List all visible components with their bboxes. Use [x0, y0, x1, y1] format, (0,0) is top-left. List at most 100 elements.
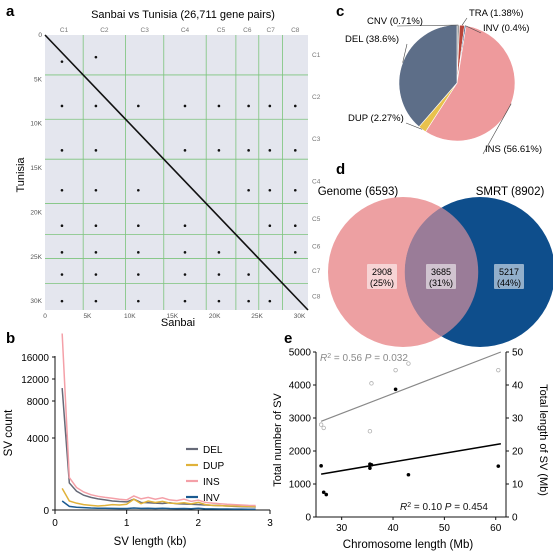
venn-count-box — [494, 264, 524, 289]
y-tick-label: 20K — [30, 209, 42, 216]
pie-label: INV (0.4%) — [483, 23, 529, 34]
data-point — [318, 422, 324, 427]
chromosome-top-label: C8 — [291, 27, 300, 34]
syntenic-dot — [217, 273, 221, 276]
sv-type-pie — [398, 24, 516, 142]
correlation-xlabel: Chromosome length (Mb) — [343, 539, 474, 551]
syntenic-dot — [183, 273, 187, 276]
venn-count-box — [367, 264, 397, 289]
syntenic-dot — [60, 60, 64, 63]
data-point — [393, 387, 398, 392]
data-point — [367, 429, 373, 434]
x-tick-label: 15K — [166, 313, 178, 320]
venn-panel: Genome (6593) SMRT (8902) 2908(25%) 3685(31… — [318, 186, 553, 347]
y-tick-label: 4000 — [27, 434, 50, 445]
sv-length-xlabel: SV length (kb) — [114, 536, 187, 548]
pie-slice — [398, 24, 458, 128]
pie-leader-line — [396, 24, 459, 27]
sv-length-panel: 0 4000 8000 12000 16000 0 1 2 3 DEL DUP INS INV SV … — [3, 333, 273, 548]
y-tick-label: 15K — [30, 165, 42, 172]
y-tick-label-right: 10 — [512, 480, 524, 491]
pie-label: DEL (38.6%) — [345, 34, 399, 45]
syntenic-dot — [94, 224, 98, 228]
data-point — [369, 381, 374, 386]
y-tick-label-left: 4000 — [289, 381, 312, 392]
syntenic-dot — [217, 104, 221, 108]
venn-diagram: Genome (6593) SMRT (8902) 2908(25%) 3685(31… — [318, 186, 553, 347]
syntenic-dot — [137, 188, 140, 192]
pie-leader-line — [402, 43, 408, 63]
sv-length-ylabel: SV count — [3, 409, 15, 456]
syntenic-dot — [217, 251, 221, 254]
data-point — [369, 463, 374, 467]
dotplot-chromosome-grid — [45, 35, 308, 310]
syntenic-dot — [268, 299, 272, 303]
syntenic-dot — [183, 299, 187, 303]
syntenic-dot — [60, 251, 64, 254]
panel-letter-c: c — [336, 3, 344, 20]
correlation-plot: R2 = 0.56 P = 0.032 R2 = 0.10 P = 0.454 — [318, 351, 502, 513]
correlation-ylabel-right: Total length of SV (Mb) — [537, 384, 549, 496]
y-tick-label-right: 40 — [512, 381, 524, 392]
syntenic-dot — [247, 188, 250, 192]
syntenic-dot — [183, 149, 187, 152]
dotplot-chromosome-labels: C1 C1 C2 C2 C3 C3 C4 C4 C5 C5 C6 C6 C7 C7 C8 C8 — [60, 27, 321, 301]
venn-count-box — [426, 264, 456, 289]
syntenic-dot — [293, 251, 297, 254]
syntenic-dot — [268, 104, 272, 108]
y-tick-label-right: 20 — [512, 447, 524, 458]
data-point — [324, 492, 329, 497]
sv-length-axes: 0 4000 8000 12000 16000 0 1 2 3 — [21, 353, 273, 529]
syntenic-dot — [94, 251, 98, 254]
pie-label: DUP (2.27%) — [348, 113, 404, 124]
sv-type-pie-panel: CNV (0.71%) TRA (1.38%) INV (0.4%) INS (56.… — [345, 8, 542, 155]
pie-leader-line — [461, 17, 468, 26]
syntenic-dot — [94, 104, 98, 108]
y-tick-label: 30K — [30, 298, 42, 305]
panel-letter-e: e — [284, 330, 292, 347]
series-line-del — [61, 387, 256, 508]
syntenic-dot — [268, 188, 272, 192]
data-point — [496, 367, 501, 373]
series-line-inv — [61, 500, 256, 510]
data-point — [406, 361, 411, 366]
y-tick-label-left: 1000 — [289, 480, 312, 491]
venn-percent: (31%) — [429, 278, 453, 288]
panel-letter-d: d — [336, 161, 345, 178]
syntenic-dot — [137, 273, 140, 276]
chromosome-top-label: C6 — [243, 27, 252, 34]
y-tick-label: 12000 — [21, 375, 49, 386]
syntenic-dot — [293, 188, 297, 192]
sv-length-series — [61, 333, 256, 510]
x-tick-label: 50 — [439, 523, 451, 534]
sv-length-legend: DEL DUP INS INV — [186, 445, 224, 504]
chromosome-right-label: C8 — [312, 294, 321, 301]
y-tick-label: 25K — [30, 254, 42, 261]
data-point — [321, 490, 326, 495]
y-tick-label-right: 30 — [512, 414, 524, 425]
syntenic-dot — [293, 224, 297, 228]
chromosome-right-label: C3 — [312, 136, 321, 143]
syntenic-dot — [247, 149, 250, 152]
panel-letter-a: a — [6, 3, 15, 20]
pie-leader-line — [465, 25, 482, 34]
syntenic-dot — [60, 224, 64, 228]
syntenic-dot — [137, 224, 140, 228]
syntenic-dot — [94, 299, 98, 303]
chromosome-right-label: C7 — [312, 268, 321, 275]
chromosome-right-label: C2 — [312, 94, 321, 101]
y-tick-label-right: 0 — [512, 513, 518, 524]
syntenic-dot — [268, 149, 272, 152]
collinear-diagonal — [44, 34, 309, 311]
chromosome-right-label: C4 — [312, 178, 321, 185]
x-tick-label: 10K — [124, 313, 136, 320]
syntenic-dot — [60, 149, 64, 152]
venn-count: 5217 — [499, 267, 519, 277]
x-tick-label: 0 — [43, 313, 47, 320]
x-tick-label: 40 — [387, 523, 399, 534]
venn-set-label: SMRT (8902) — [476, 186, 545, 198]
data-point — [496, 464, 501, 468]
correlation-panel: 0 1000 2000 3000 4000 5000 0 10 20 30 40 50 30 40 50 60… — [272, 348, 549, 552]
chromosome-top-label: C4 — [181, 27, 190, 34]
